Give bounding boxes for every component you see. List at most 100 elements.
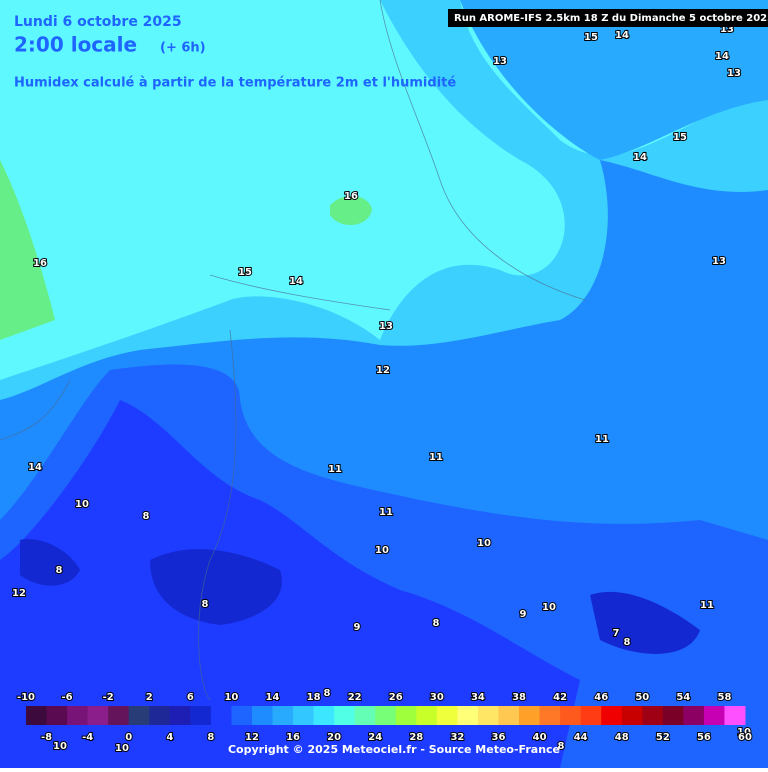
- contour-label: 11: [328, 464, 342, 475]
- contour-label: 13: [379, 321, 393, 332]
- scale-label: 48: [615, 732, 629, 743]
- scale-label: 34: [471, 692, 485, 703]
- contour-label: 12: [12, 588, 26, 599]
- scale-swatch: [621, 706, 643, 725]
- scale-label: 56: [697, 732, 711, 743]
- scale-label: 30: [430, 692, 444, 703]
- humidex-zone: [460, 0, 768, 160]
- scale-swatch: [128, 706, 150, 725]
- scale-label: 20: [327, 732, 341, 743]
- scale-label: 38: [512, 692, 526, 703]
- contour-label: 8: [433, 618, 440, 629]
- contour-label: 15: [673, 132, 687, 143]
- scale-label: 42: [553, 692, 567, 703]
- scale-swatch: [210, 706, 232, 725]
- scale-swatch: [539, 706, 561, 725]
- scale-swatch: [395, 706, 417, 725]
- scale-label: 60: [738, 732, 752, 743]
- scale-swatch: [457, 706, 479, 725]
- contour-label: 10: [375, 545, 389, 556]
- scale-swatch: [46, 706, 68, 725]
- scale-label: -8: [41, 732, 52, 743]
- contour-label: 10: [542, 602, 556, 613]
- run-banner: [448, 9, 768, 27]
- contour-label: 11: [595, 434, 609, 445]
- scale-swatch: [601, 706, 623, 725]
- humidex-zone: [20, 539, 700, 654]
- contour-label: 10: [53, 741, 67, 752]
- scale-swatch: [580, 706, 602, 725]
- scale-swatch: [190, 706, 212, 725]
- contour-label: 12: [376, 365, 390, 376]
- scale-label: 52: [656, 732, 670, 743]
- scale-swatch: [436, 706, 458, 725]
- contour-label: 13: [493, 56, 507, 67]
- scale-swatch: [703, 706, 725, 725]
- land-area: [0, 160, 55, 340]
- scale-swatch: [334, 706, 356, 725]
- scale-label: 14: [266, 692, 280, 703]
- scale-swatch: [662, 706, 684, 725]
- scale-label: 36: [492, 732, 506, 743]
- contour-label: 10: [477, 538, 491, 549]
- scale-label: 28: [409, 732, 423, 743]
- scale-label: 58: [717, 692, 731, 703]
- scale-label: -10: [17, 692, 35, 703]
- scale-swatch: [87, 706, 109, 725]
- date: Lundi 6 octobre 2025: [14, 14, 182, 30]
- scale-label: 26: [389, 692, 403, 703]
- scale-label: 40: [533, 732, 547, 743]
- scale-label: -6: [62, 692, 73, 703]
- scale-swatch: [354, 706, 376, 725]
- contour-label: 10: [115, 743, 129, 754]
- contour-label: 10: [75, 499, 89, 510]
- contour-label: 14: [289, 276, 303, 287]
- contour-label: 13: [727, 68, 741, 79]
- offset: (+ 6h): [160, 41, 206, 56]
- scale-label: 32: [450, 732, 464, 743]
- scale-swatch: [272, 706, 294, 725]
- scale-label: 44: [574, 732, 588, 743]
- scale-swatch: [231, 706, 253, 725]
- scale-swatch: [26, 706, 48, 725]
- contour-label: 8: [324, 688, 331, 699]
- scale-swatch: [642, 706, 664, 725]
- contour-label: 8: [56, 565, 63, 576]
- scale-swatch: [498, 706, 520, 725]
- contour-label: 15: [238, 267, 252, 278]
- contour-label: 8: [558, 741, 565, 752]
- scale-swatch: [519, 706, 541, 725]
- scale-swatch: [108, 706, 130, 725]
- scale-label: 54: [676, 692, 690, 703]
- scale-label: 46: [594, 692, 608, 703]
- land-area: [330, 195, 372, 226]
- scale-label: 24: [368, 732, 382, 743]
- scale-label: -2: [103, 692, 114, 703]
- scale-swatch: [313, 706, 335, 725]
- scale-label: 6: [187, 692, 194, 703]
- scale-label: 8: [207, 732, 214, 743]
- scale-label: 16: [286, 732, 300, 743]
- contour-label: 14: [615, 30, 629, 41]
- scale-label: 12: [245, 732, 259, 743]
- scale-swatch: [560, 706, 582, 725]
- contour-label: 16: [33, 258, 47, 269]
- scale-swatch: [169, 706, 191, 725]
- scale-label: -4: [82, 732, 93, 743]
- contour-label: 8: [624, 637, 631, 648]
- scale-swatch: [724, 706, 746, 725]
- scale-label: 50: [635, 692, 649, 703]
- contour-label: 8: [202, 599, 209, 610]
- contour-label: 7: [613, 628, 620, 639]
- scale-swatch: [149, 706, 171, 725]
- contour-label: 15: [584, 32, 598, 43]
- scale-swatch: [683, 706, 705, 725]
- contour-label: 8: [143, 511, 150, 522]
- scale-label: 22: [348, 692, 362, 703]
- scale-label: 18: [307, 692, 321, 703]
- scale-label: 0: [125, 732, 132, 743]
- scale-label: 2: [146, 692, 153, 703]
- contour-label: 9: [520, 609, 527, 620]
- scale-swatch: [251, 706, 274, 725]
